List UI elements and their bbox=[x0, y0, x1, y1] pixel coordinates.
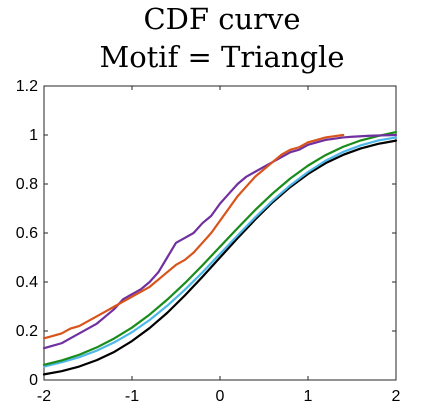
series-line-3 bbox=[42, 130, 398, 366]
chart-title-line-1: CDF curve bbox=[143, 2, 300, 36]
y-tick-label: 0 bbox=[29, 372, 38, 389]
x-tick-label: -1 bbox=[125, 388, 139, 405]
x-tick-label: 0 bbox=[216, 388, 225, 405]
y-tick-label: 0.4 bbox=[16, 274, 38, 291]
series-line-1 bbox=[42, 139, 398, 376]
x-tick-label: 1 bbox=[304, 388, 313, 405]
chart-title-line-2: Motif = Triangle bbox=[100, 40, 345, 74]
axes-box bbox=[43, 85, 397, 381]
plot-area: -2 -1 0 1 2 0 0.2 0.4 0.6 0.8 1 1.2 bbox=[16, 78, 401, 405]
x-tick-label: -2 bbox=[37, 388, 51, 405]
x-tick-label: 2 bbox=[392, 388, 401, 405]
series-line-5 bbox=[42, 133, 345, 340]
y-tick-label: 0.2 bbox=[16, 323, 38, 340]
y-tick-label: 1.2 bbox=[16, 78, 38, 95]
y-tick-label: 0.6 bbox=[16, 225, 38, 242]
y-tick-label: 1 bbox=[29, 127, 38, 144]
series-line-4 bbox=[42, 133, 398, 350]
y-tick-label: 0.8 bbox=[16, 176, 38, 193]
series-line-2 bbox=[42, 136, 398, 368]
